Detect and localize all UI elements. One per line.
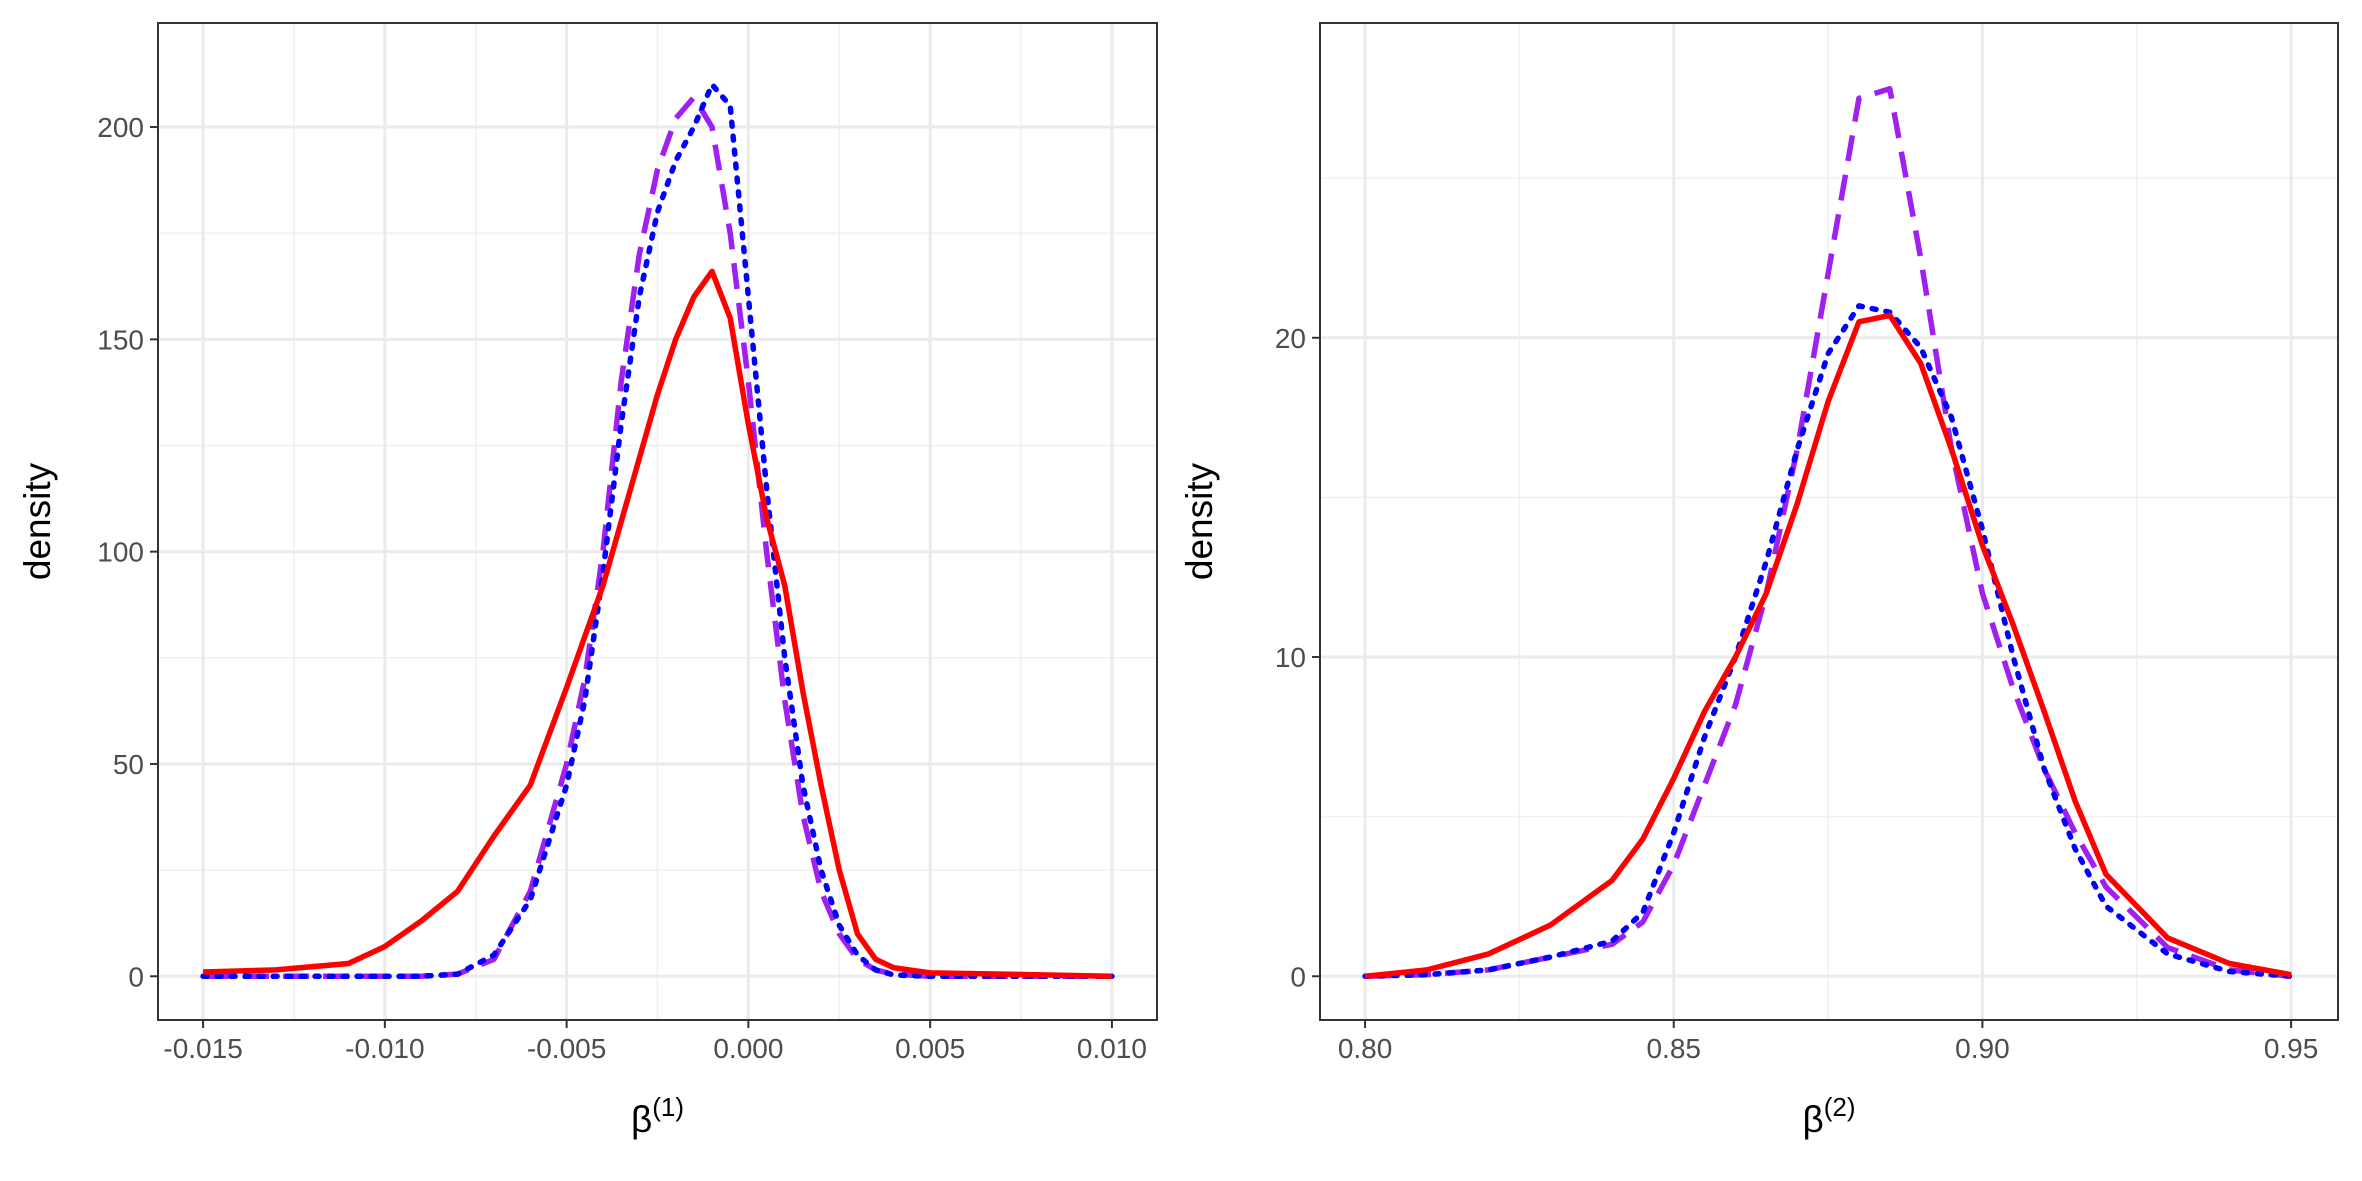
x-axis-title-symbol: β xyxy=(1802,1099,1823,1140)
y-tick-label: 10 xyxy=(1275,642,1306,673)
y-tick-label: 150 xyxy=(97,324,144,355)
panel-border xyxy=(1319,22,2339,1021)
x-axis-title-superscript: (2) xyxy=(1824,1092,1856,1122)
x-tick-label: 0.000 xyxy=(713,1033,783,1064)
density-line xyxy=(1364,86,2292,980)
y-tick-label: 0 xyxy=(128,961,144,992)
chart-panel: 0.80 0.85 0.90 0.95 0 10 20 β(2) density xyxy=(1179,22,2339,1140)
y-tick-label: 0 xyxy=(1290,961,1306,992)
x-axis-title: β(1) xyxy=(631,1092,684,1140)
x-tick-label: -0.005 xyxy=(527,1033,606,1064)
x-tick-label: 0.95 xyxy=(2264,1033,2319,1064)
panel-border xyxy=(157,22,1158,1021)
density-line xyxy=(1362,303,2294,980)
y-tick-label: 50 xyxy=(113,749,144,780)
x-tick-label: -0.015 xyxy=(163,1033,242,1064)
chart-panel: -0.015 -0.010 -0.005 0.000 0.005 0.010 0 50 100 1… xyxy=(17,22,1158,1140)
x-tick-label: 0.010 xyxy=(1077,1033,1147,1064)
plot-background xyxy=(1320,23,2338,1020)
density-line xyxy=(202,268,1112,980)
density-line xyxy=(203,94,1112,980)
density-line xyxy=(200,81,1115,980)
density-line xyxy=(1364,312,2292,979)
y-axis-title: density xyxy=(17,462,58,580)
x-tick-label: -0.010 xyxy=(345,1033,424,1064)
x-axis-title-symbol: β xyxy=(631,1099,652,1140)
x-tick-label: 0.005 xyxy=(895,1033,965,1064)
x-axis-title-superscript: (1) xyxy=(652,1092,684,1122)
y-axis-title: density xyxy=(1179,462,1220,580)
x-tick-label: 0.80 xyxy=(1338,1033,1393,1064)
x-axis-title: β(2) xyxy=(1802,1092,1855,1140)
y-tick-label: 100 xyxy=(97,537,144,568)
x-tick-label: 0.90 xyxy=(1955,1033,2010,1064)
y-tick-label: 20 xyxy=(1275,323,1306,354)
y-tick-label: 200 xyxy=(97,112,144,143)
x-tick-label: 0.85 xyxy=(1646,1033,1701,1064)
